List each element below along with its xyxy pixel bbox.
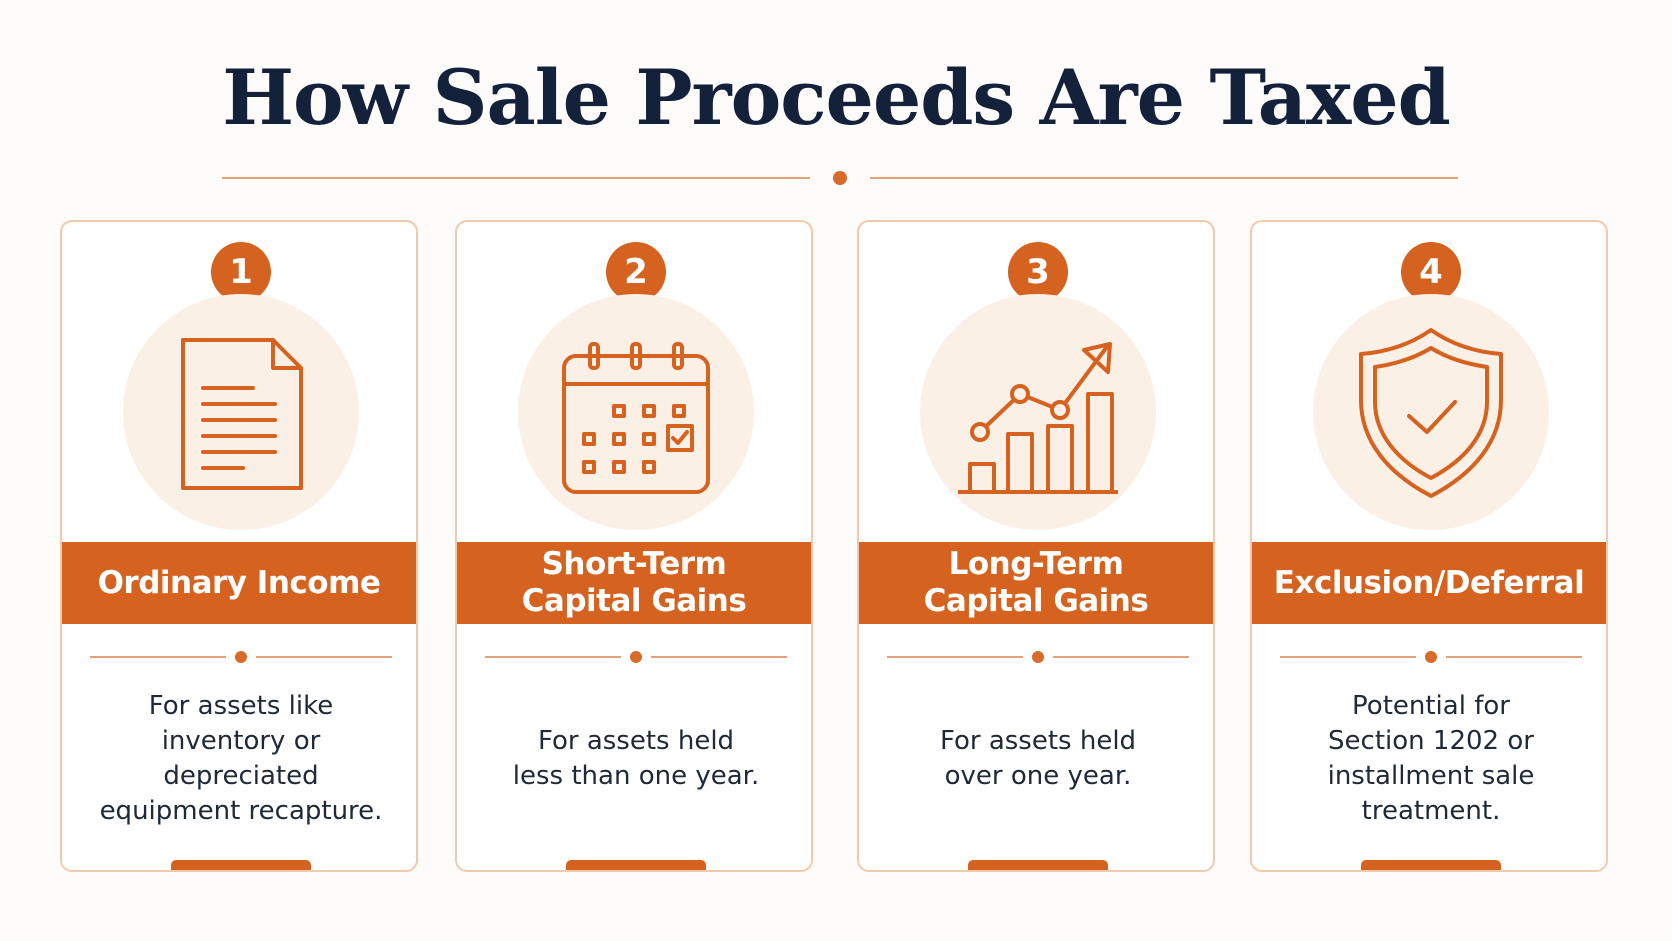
- card-divider: [1280, 650, 1582, 664]
- step-number-badge: 3: [1008, 242, 1068, 302]
- category-banner: Short-Term Capital Gains: [457, 542, 811, 624]
- category-description: Potential for Section 1202 or installmen…: [1327, 691, 1535, 826]
- category-description: For assets held less than one year.: [512, 726, 760, 791]
- card-exclusion-deferral: 4 Exclusion/Deferral Potential for Secti…: [1250, 220, 1608, 872]
- icon-circle: [518, 294, 754, 530]
- icon-circle: [123, 294, 359, 530]
- card-divider-line-right: [1053, 656, 1189, 658]
- document-icon: [181, 338, 303, 490]
- category-description-box: For assets held less than one year.: [477, 684, 795, 834]
- step-number-badge: 1: [211, 242, 271, 302]
- card-divider-line-left: [887, 656, 1023, 658]
- icon-circle: [1313, 294, 1549, 530]
- step-number-badge: 2: [606, 242, 666, 302]
- card-ordinary-income: 1 Ordinary Income For assets like invent…: [60, 220, 418, 872]
- category-heading: Exclusion/Deferral: [1273, 564, 1585, 601]
- category-heading: Ordinary Income: [97, 564, 381, 601]
- card-divider-dot: [630, 651, 642, 663]
- card-divider-dot: [235, 651, 247, 663]
- category-banner: Ordinary Income: [62, 542, 416, 624]
- card-divider-line-right: [1446, 656, 1582, 658]
- divider-dot: [833, 171, 847, 185]
- card-divider-line-left: [1280, 656, 1416, 658]
- card-divider-line-left: [485, 656, 621, 658]
- card-divider-line-right: [651, 656, 787, 658]
- category-description: For assets held over one year.: [939, 726, 1137, 791]
- title-divider: [222, 170, 1458, 186]
- card-divider: [485, 650, 787, 664]
- category-banner: Long-Term Capital Gains: [859, 542, 1213, 624]
- card-long-term-capital-gains: 3 Long-Term Capital Gains For assets hel…: [857, 220, 1215, 872]
- category-description: For assets like inventory or depreciated…: [99, 691, 383, 826]
- category-description-box: Potential for Section 1202 or installmen…: [1272, 684, 1590, 834]
- category-heading: Short-Term Capital Gains: [521, 546, 747, 619]
- icon-circle: [920, 294, 1156, 530]
- category-banner: Exclusion/Deferral: [1252, 542, 1606, 624]
- card-divider-dot: [1032, 651, 1044, 663]
- category-description-box: For assets held over one year.: [879, 684, 1197, 834]
- card-bottom-accent: [1361, 860, 1501, 870]
- card-divider-line-right: [256, 656, 392, 658]
- card-divider-line-left: [90, 656, 226, 658]
- card-short-term-capital-gains: 2 Short-Term Capital Gains For ass: [455, 220, 813, 872]
- shield-check-icon: [1359, 328, 1503, 498]
- card-bottom-accent: [566, 860, 706, 870]
- card-divider: [90, 650, 392, 664]
- card-divider: [887, 650, 1189, 664]
- card-bottom-accent: [968, 860, 1108, 870]
- page-title: How Sale Proceeds Are Taxed: [222, 53, 1451, 142]
- growth-chart-icon: [958, 342, 1118, 494]
- step-number-badge: 4: [1401, 242, 1461, 302]
- card-divider-dot: [1425, 651, 1437, 663]
- calendar-icon: [562, 342, 710, 494]
- category-heading: Long-Term Capital Gains: [923, 546, 1149, 619]
- divider-line-left: [222, 177, 810, 179]
- card-bottom-accent: [171, 860, 311, 870]
- divider-line-right: [870, 177, 1458, 179]
- category-description-box: For assets like inventory or depreciated…: [82, 684, 400, 834]
